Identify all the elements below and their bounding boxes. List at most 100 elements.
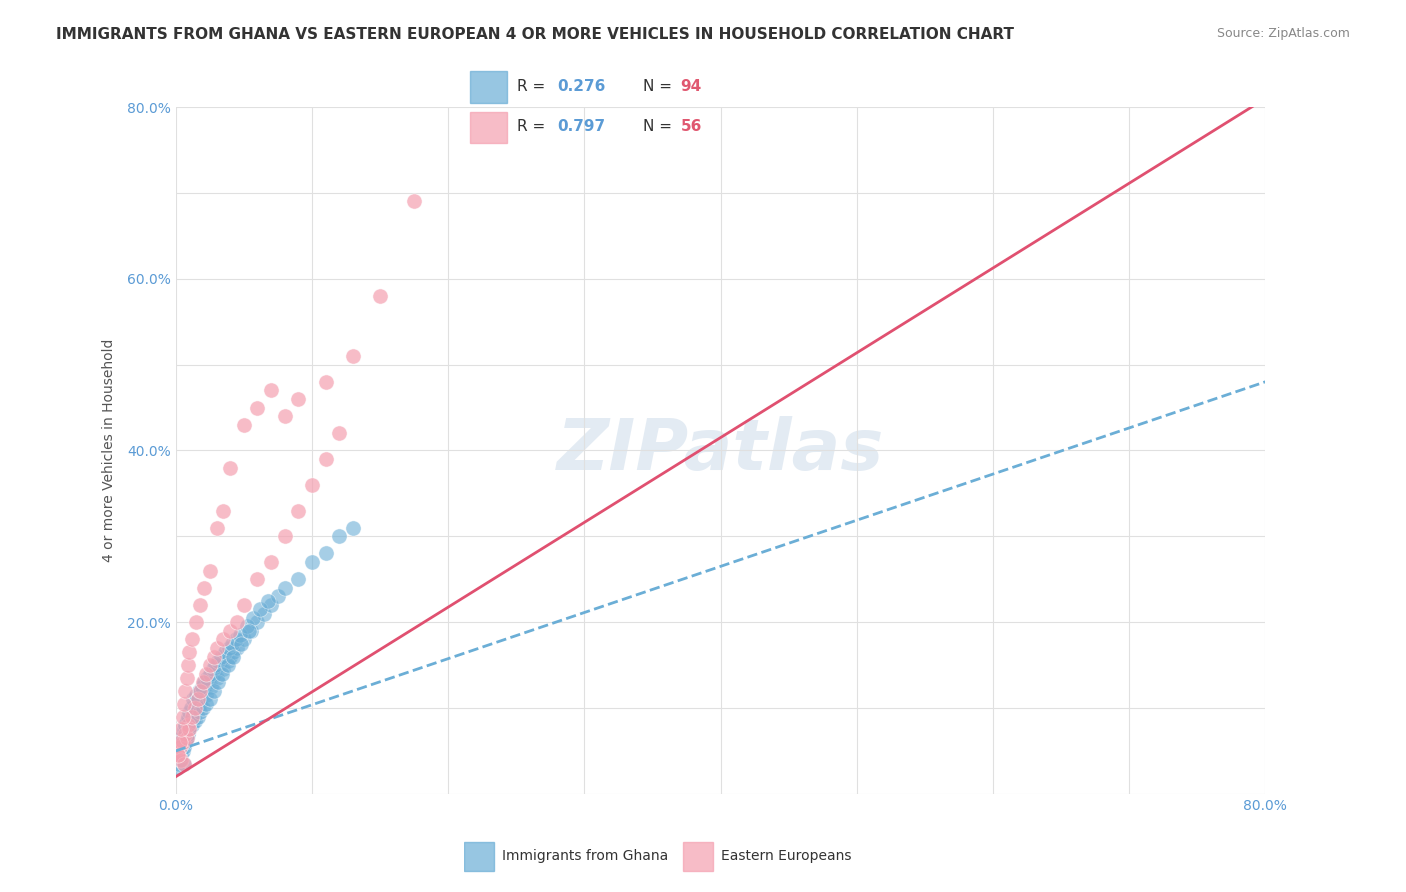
Point <box>202 683 225 698</box>
Point <box>186 615 208 630</box>
Point <box>222 645 245 659</box>
Point <box>181 632 204 647</box>
Point <box>246 572 269 586</box>
Point <box>226 640 249 655</box>
Text: Source: ZipAtlas.com: Source: ZipAtlas.com <box>1216 27 1350 40</box>
Point <box>174 727 197 741</box>
Point <box>246 615 269 630</box>
Point <box>342 349 364 363</box>
Point <box>167 756 190 771</box>
Point <box>174 735 197 749</box>
Point <box>205 521 228 535</box>
Point <box>187 683 209 698</box>
Point <box>184 706 207 720</box>
Point <box>176 671 198 685</box>
Point <box>197 675 219 690</box>
Point <box>274 529 297 543</box>
Text: R =: R = <box>516 79 550 94</box>
Point <box>315 375 337 389</box>
Text: R =: R = <box>516 120 550 134</box>
Point <box>328 529 350 543</box>
Point <box>169 753 191 767</box>
Point <box>225 632 247 647</box>
Point <box>173 739 195 754</box>
Point <box>194 666 217 681</box>
Point <box>257 593 280 607</box>
Point <box>222 649 245 664</box>
Point <box>249 602 271 616</box>
Bar <box>683 842 713 871</box>
Point <box>195 671 218 685</box>
Point <box>173 756 195 771</box>
Text: 94: 94 <box>681 79 702 94</box>
Point <box>267 590 290 604</box>
Bar <box>470 71 508 103</box>
Point <box>231 637 253 651</box>
Point <box>186 692 209 706</box>
Point <box>198 692 221 706</box>
Point <box>191 683 214 698</box>
Point <box>184 701 207 715</box>
Point <box>186 701 208 715</box>
Point <box>287 392 309 406</box>
Point <box>212 662 235 676</box>
Point <box>212 503 235 517</box>
Point <box>191 675 214 690</box>
Point <box>176 731 198 745</box>
Point <box>301 478 323 492</box>
Point <box>177 727 200 741</box>
Point <box>205 640 228 655</box>
Point <box>183 692 205 706</box>
Bar <box>470 112 508 143</box>
Point <box>167 748 190 763</box>
Point <box>211 666 233 681</box>
Point <box>342 521 364 535</box>
Text: ZIPatlas: ZIPatlas <box>557 416 884 485</box>
Point <box>172 744 194 758</box>
Point <box>188 697 211 711</box>
Point <box>169 739 191 754</box>
Text: 56: 56 <box>681 120 702 134</box>
Point <box>229 628 252 642</box>
Point <box>208 658 231 673</box>
Point <box>174 718 197 732</box>
Point <box>207 675 229 690</box>
Point <box>172 727 194 741</box>
Point <box>201 662 224 676</box>
Point <box>170 753 193 767</box>
Point <box>315 546 337 561</box>
Point <box>239 624 262 638</box>
Point <box>188 683 211 698</box>
Point <box>191 701 214 715</box>
Point <box>238 624 260 638</box>
Point <box>181 718 204 732</box>
Y-axis label: 4 or more Vehicles in Household: 4 or more Vehicles in Household <box>101 339 115 562</box>
Point <box>170 723 193 737</box>
Point <box>188 706 211 720</box>
Text: Immigrants from Ghana: Immigrants from Ghana <box>502 849 668 863</box>
Point <box>179 723 201 737</box>
Point <box>218 640 240 655</box>
Point <box>186 692 209 706</box>
Point <box>226 615 249 630</box>
Point <box>181 709 204 723</box>
Point <box>188 598 211 612</box>
Point <box>169 735 191 749</box>
Point <box>315 452 337 467</box>
Point <box>186 688 208 702</box>
Point <box>176 731 198 745</box>
Point <box>235 619 257 633</box>
Point <box>177 718 200 732</box>
Point <box>260 555 283 569</box>
Point <box>219 460 242 475</box>
Point <box>260 598 283 612</box>
Text: N =: N = <box>644 120 678 134</box>
Point <box>169 739 191 754</box>
Point <box>193 675 215 690</box>
Point <box>179 706 201 720</box>
Point <box>217 658 239 673</box>
Point <box>179 723 201 737</box>
Text: 0.797: 0.797 <box>557 120 605 134</box>
Point <box>287 572 309 586</box>
Point <box>232 417 254 432</box>
